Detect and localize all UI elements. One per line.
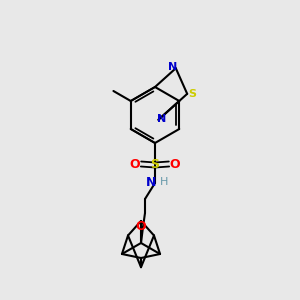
Text: O: O <box>170 158 180 170</box>
Text: H: H <box>160 177 168 187</box>
Text: O: O <box>130 158 140 170</box>
Text: S: S <box>151 158 160 172</box>
Text: O: O <box>136 220 146 233</box>
Text: N: N <box>157 114 166 124</box>
Text: S: S <box>188 89 196 99</box>
Text: N: N <box>146 176 156 190</box>
Text: N: N <box>168 62 177 72</box>
